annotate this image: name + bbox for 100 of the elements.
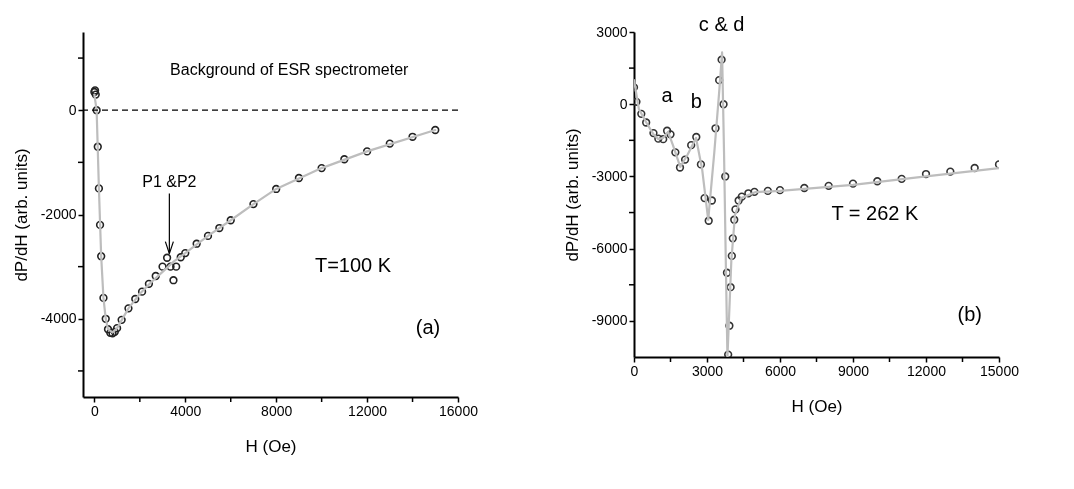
point	[93, 142, 102, 151]
point	[637, 109, 646, 118]
point	[249, 199, 258, 209]
point	[730, 215, 739, 224]
y-tick-label: 0	[619, 95, 628, 112]
point	[385, 139, 394, 148]
point	[680, 155, 690, 164]
annotation: (a)	[415, 315, 441, 338]
x-tick-label: 0	[90, 402, 99, 419]
point	[666, 130, 675, 139]
point	[97, 252, 106, 261]
point	[642, 118, 651, 127]
point	[654, 134, 663, 143]
x-tick-label: 16000	[439, 402, 479, 419]
point	[711, 124, 720, 133]
point	[727, 251, 736, 261]
point	[162, 253, 172, 262]
point	[144, 279, 154, 288]
point	[696, 160, 706, 169]
point	[775, 186, 785, 195]
point	[897, 174, 906, 183]
point	[131, 294, 140, 304]
point	[800, 183, 809, 193]
point	[671, 148, 680, 157]
point	[649, 128, 658, 138]
point	[704, 216, 713, 225]
point	[721, 172, 730, 181]
point	[101, 314, 110, 323]
point	[169, 276, 178, 285]
point	[166, 262, 175, 271]
y-axis-title: dP/dH (arb. units)	[11, 148, 31, 282]
point	[103, 325, 113, 334]
point	[726, 283, 735, 292]
point	[431, 125, 440, 135]
y-tick-label: 0	[68, 101, 77, 118]
point	[873, 177, 882, 186]
point	[317, 163, 326, 173]
y-tick-label: -9000	[591, 312, 628, 329]
x-tick-label: 12000	[907, 362, 947, 379]
point	[137, 287, 147, 296]
x-axis-title: H (Oe)	[245, 436, 297, 456]
point	[172, 262, 181, 271]
annotation: P1 &P2	[142, 172, 197, 190]
point	[294, 173, 304, 183]
point	[662, 126, 672, 135]
annotation: (b)	[957, 302, 983, 325]
y-tick-label: -3000	[591, 167, 628, 184]
point	[675, 163, 685, 172]
point	[203, 231, 213, 241]
point	[824, 181, 833, 190]
point	[921, 169, 931, 179]
x-axis-title: H (Oe)	[791, 396, 843, 416]
y-tick-label: -4000	[40, 310, 77, 327]
point	[731, 205, 740, 214]
point	[215, 223, 224, 233]
point	[725, 321, 734, 330]
annotation: T = 262 K	[831, 202, 920, 224]
x-tick-label: 9000	[837, 362, 870, 379]
x-tick-label: 12000	[348, 402, 388, 419]
point	[158, 262, 167, 271]
point	[408, 132, 417, 141]
point	[176, 253, 185, 262]
point	[95, 220, 105, 230]
point	[744, 189, 753, 198]
x-tick-label: 0	[630, 362, 639, 379]
point	[91, 90, 100, 99]
y-tick-label: -6000	[591, 240, 628, 257]
y-tick-label: 3000	[596, 23, 628, 40]
point	[226, 216, 235, 225]
annotation: a	[661, 83, 674, 106]
point	[700, 193, 709, 203]
point	[719, 100, 728, 109]
point	[848, 179, 858, 188]
x-tick-label: 3000	[691, 362, 724, 379]
point	[362, 147, 372, 156]
x-tick-label: 4000	[170, 402, 202, 419]
point	[124, 304, 133, 313]
point	[181, 248, 190, 258]
ref-line-label: Background of ESR spectrometer	[170, 61, 410, 79]
point	[272, 184, 281, 194]
point	[340, 155, 349, 164]
point	[717, 55, 726, 64]
point	[737, 192, 746, 201]
point	[687, 141, 696, 150]
point	[117, 315, 126, 324]
annotation: T=100 K	[314, 253, 392, 276]
x-tick-label: 6000	[764, 362, 797, 379]
point	[707, 196, 717, 205]
annotation: b	[690, 89, 702, 112]
point	[634, 97, 641, 106]
point	[192, 239, 201, 248]
point	[99, 293, 108, 303]
x-tick-label: 8000	[261, 402, 293, 419]
y-tick-label: -2000	[40, 206, 77, 222]
point	[151, 271, 160, 281]
point	[946, 167, 955, 176]
point	[692, 132, 701, 142]
point	[734, 196, 743, 205]
point	[724, 350, 733, 357]
point	[659, 134, 668, 144]
